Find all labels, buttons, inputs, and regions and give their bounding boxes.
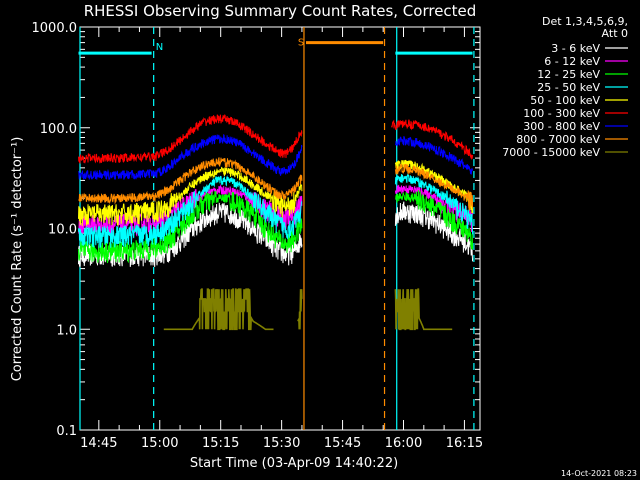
series-line xyxy=(78,190,303,264)
x-tick-label: 14:45 xyxy=(80,436,117,451)
series-line xyxy=(78,175,303,248)
series-line xyxy=(395,190,474,250)
series-line xyxy=(78,133,303,181)
x-tick-label: 15:30 xyxy=(263,436,300,451)
x-tick-label: 15:00 xyxy=(141,436,178,451)
legend-label: 300 - 800 keV xyxy=(523,120,600,133)
legend-label: 100 - 300 keV xyxy=(523,107,600,120)
legend-header-line-2: Att 0 xyxy=(602,27,628,40)
legend-label: 7000 - 15000 keV xyxy=(502,146,600,159)
y-axis-label: Corrected Count Rate (s⁻¹ detector⁻¹) xyxy=(10,137,25,382)
series-line xyxy=(394,172,474,235)
chart-title: RHESSI Observing Summary Count Rates, Co… xyxy=(84,2,477,20)
y-tick-label: 1.0 xyxy=(56,323,77,338)
series-line xyxy=(394,136,474,175)
series-line xyxy=(78,166,303,227)
legend-label: 25 - 50 keV xyxy=(537,81,600,94)
y-tick-label: 10.0 xyxy=(48,223,77,238)
x-tick-label: 16:00 xyxy=(385,436,422,451)
legend-label: 12 - 25 keV xyxy=(537,68,600,81)
series-line xyxy=(297,289,303,330)
series-line xyxy=(163,288,274,331)
plot-area: 0.1 1.0 10.0 100.0 1000.0 14:45 15:00 15:15 15:3… xyxy=(32,21,484,451)
legend-label: 800 - 7000 keV xyxy=(516,133,600,146)
annotation-label-n: N xyxy=(156,42,163,53)
series-line xyxy=(394,201,474,262)
x-tick-label: 15:15 xyxy=(202,436,239,451)
x-axis-label: Start Time (03-Apr-09 14:40:22) xyxy=(190,456,398,471)
y-tick-label: 1000.0 xyxy=(32,21,78,36)
annotation-label-s: S xyxy=(298,37,304,48)
footer-timestamp: 14-Oct-2021 08:23 xyxy=(561,469,637,478)
series-line xyxy=(394,163,474,211)
y-tick-label: 0.1 xyxy=(56,424,77,439)
legend-header-line-1: Det 1,3,4,5,6,9, xyxy=(542,15,628,28)
legend-label: 50 - 100 keV xyxy=(530,94,600,107)
series-line xyxy=(391,119,474,160)
y-tick-label: 100.0 xyxy=(40,122,77,137)
x-tick-label: 16:15 xyxy=(446,436,483,451)
series-line xyxy=(78,157,303,205)
series-line xyxy=(78,114,303,164)
x-tick-label: 15:45 xyxy=(324,436,361,451)
series-line xyxy=(394,288,453,331)
legend-label: 3 - 6 keV xyxy=(551,42,600,55)
legend-label: 6 - 12 keV xyxy=(544,55,600,68)
